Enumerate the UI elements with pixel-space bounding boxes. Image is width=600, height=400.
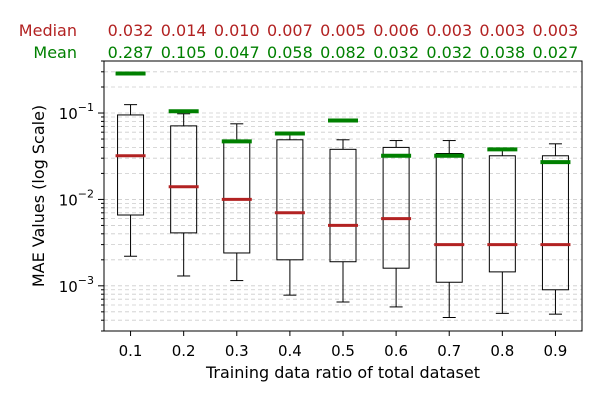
x-axis-label: Training data ratio of total dataset — [205, 363, 480, 382]
y-tick-label: 10−3 — [59, 274, 94, 296]
mean-value-label: 0.032 — [373, 43, 419, 62]
iqr-box — [541, 155, 569, 291]
mean-value-label: 0.038 — [479, 43, 525, 62]
iqr-box — [170, 125, 198, 234]
median-value-label: 0.014 — [161, 21, 207, 40]
mean-value-label: 0.027 — [533, 43, 579, 62]
y-tick-label: 10−1 — [59, 101, 94, 123]
mean-value-label: 0.032 — [426, 43, 472, 62]
x-tick-label: 0.9 — [544, 342, 568, 360]
median-value-label: 0.003 — [426, 21, 472, 40]
x-axis: 0.1 0.2 0.3 0.4 0.5 0.6 0.7 0.8 0.9 — [119, 331, 568, 360]
iqr-box — [223, 140, 251, 254]
iqr-box — [488, 155, 516, 273]
x-tick-label: 0.7 — [437, 342, 461, 360]
iqr-box — [382, 146, 410, 269]
mean-value-label: 0.287 — [108, 43, 154, 62]
mean-value-label: 0.105 — [161, 43, 207, 62]
iqr-box — [276, 139, 304, 261]
x-tick-label: 0.4 — [278, 342, 302, 360]
mean-row-label: Mean — [33, 43, 77, 62]
y-tick-label: 10−2 — [59, 187, 94, 209]
iqr-box — [117, 114, 145, 216]
median-value-label: 0.006 — [373, 21, 419, 40]
median-value-label: 0.003 — [479, 21, 525, 40]
y-axis-label: MAE Values (log Scale) — [29, 105, 48, 287]
median-value-label: 0.005 — [320, 21, 366, 40]
median-value-label: 0.007 — [267, 21, 313, 40]
median-value-label: 0.010 — [214, 21, 260, 40]
y-axis: 10−3 10−2 10−1 — [59, 60, 104, 332]
x-tick-label: 0.2 — [172, 342, 196, 360]
x-tick-label: 0.1 — [119, 342, 143, 360]
x-tick-label: 0.8 — [490, 342, 514, 360]
iqr-box — [435, 153, 463, 283]
stats-table: 0.032 0.287 0.014 0.105 0.010 0.047 0.007 0.058… — [19, 21, 579, 62]
median-value-label: 0.032 — [108, 21, 154, 40]
x-tick-label: 0.6 — [384, 342, 408, 360]
x-tick-label: 0.3 — [225, 342, 249, 360]
mean-value-label: 0.058 — [267, 43, 313, 62]
x-tick-label: 0.5 — [331, 342, 355, 360]
median-row-label: Median — [19, 21, 77, 40]
iqr-box — [329, 148, 357, 263]
box-series — [115, 71, 571, 318]
median-value-label: 0.003 — [533, 21, 579, 40]
mean-value-label: 0.082 — [320, 43, 366, 62]
mean-value-label: 0.047 — [214, 43, 260, 62]
